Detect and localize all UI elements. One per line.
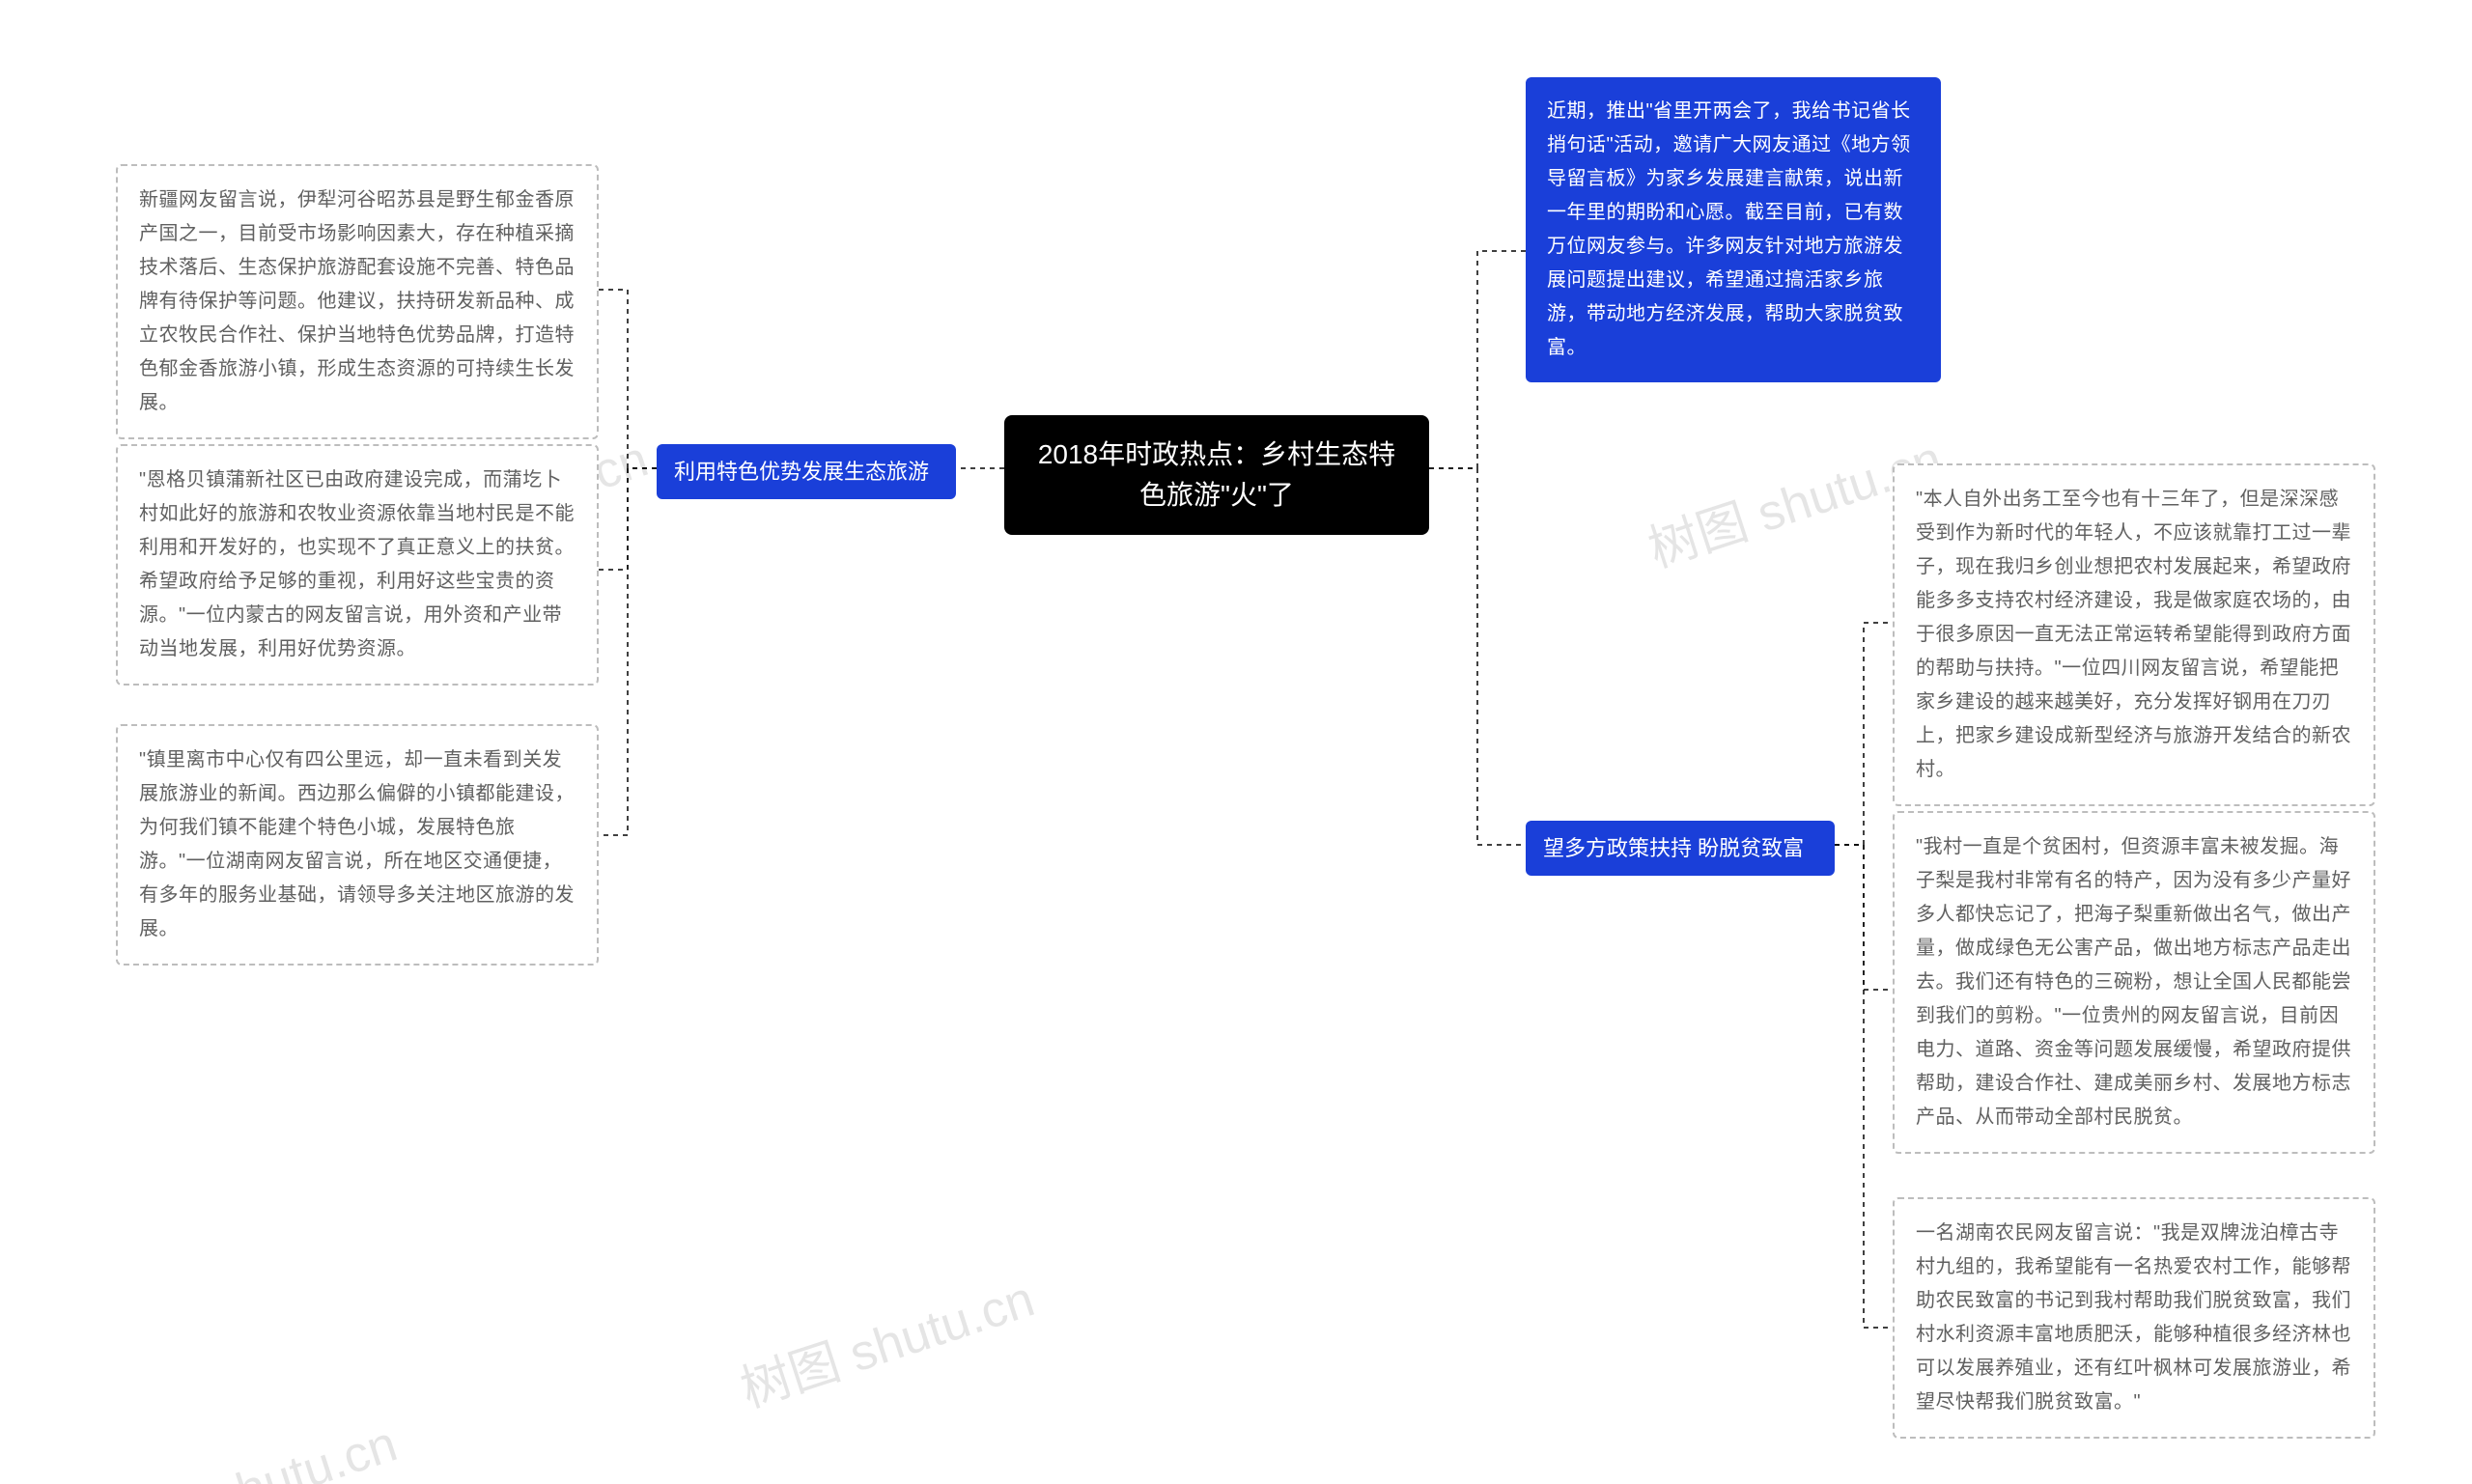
left-branch-node[interactable]: 利用特色优势发展生态旅游 xyxy=(657,444,956,499)
leaf-text: "我村一直是个贫困村，但资源丰富未被发掘。海子梨是我村非常有名的特产，因为没有多… xyxy=(1916,836,2351,1128)
left-branch-label: 利用特色优势发展生态旅游 xyxy=(674,460,929,484)
left-leaf-1[interactable]: "恩格贝镇蒲新社区已由政府建设完成，而蒲圪卜村如此好的旅游和农牧业资源依靠当地村… xyxy=(116,444,599,686)
right-leaf-2[interactable]: 一名湖南农民网友留言说："我是双牌泷泊樟古寺村九组的，我希望能有一名热爱农村工作… xyxy=(1893,1197,2375,1439)
leaf-text: "镇里离市中心仅有四公里远，却一直未看到关发展旅游业的新闻。西边那么偏僻的小镇都… xyxy=(139,749,575,939)
root-label: 2018年时政热点：乡村生态特色旅游"火"了 xyxy=(1038,439,1395,510)
watermark: 树图 shutu.cn xyxy=(730,1258,1042,1421)
watermark: 树图 shutu.cn xyxy=(93,1403,405,1484)
root-node[interactable]: 2018年时政热点：乡村生态特色旅游"火"了 xyxy=(1004,415,1429,535)
right-leaf-0[interactable]: "本人自外出务工至今也有十三年了，但是深深感受到作为新时代的年轻人，不应该就靠打… xyxy=(1893,463,2375,806)
leaf-text: 一名湖南农民网友留言说："我是双牌泷泊樟古寺村九组的，我希望能有一名热爱农村工作… xyxy=(1916,1222,2351,1413)
right-branch-label: 望多方政策扶持 盼脱贫致富 xyxy=(1543,836,1804,860)
leaf-text: "恩格贝镇蒲新社区已由政府建设完成，而蒲圪卜村如此好的旅游和农牧业资源依靠当地村… xyxy=(139,469,575,659)
leaf-text: 新疆网友留言说，伊犁河谷昭苏县是野生郁金香原产国之一，目前受市场影响因素大，存在… xyxy=(139,189,575,413)
leaf-text: 近期，推出"省里开两会了，我给书记省长捎句话"活动，邀请广大网友通过《地方领导留… xyxy=(1547,100,1911,358)
left-leaf-0[interactable]: 新疆网友留言说，伊犁河谷昭苏县是野生郁金香原产国之一，目前受市场影响因素大，存在… xyxy=(116,164,599,439)
right-intro-node[interactable]: 近期，推出"省里开两会了，我给书记省长捎句话"活动，邀请广大网友通过《地方领导留… xyxy=(1526,77,1941,382)
leaf-text: "本人自外出务工至今也有十三年了，但是深深感受到作为新时代的年轻人，不应该就靠打… xyxy=(1916,489,2351,780)
right-leaf-1[interactable]: "我村一直是个贫困村，但资源丰富未被发掘。海子梨是我村非常有名的特产，因为没有多… xyxy=(1893,811,2375,1154)
right-branch-node[interactable]: 望多方政策扶持 盼脱贫致富 xyxy=(1526,821,1835,876)
left-leaf-2[interactable]: "镇里离市中心仅有四公里远，却一直未看到关发展旅游业的新闻。西边那么偏僻的小镇都… xyxy=(116,724,599,966)
